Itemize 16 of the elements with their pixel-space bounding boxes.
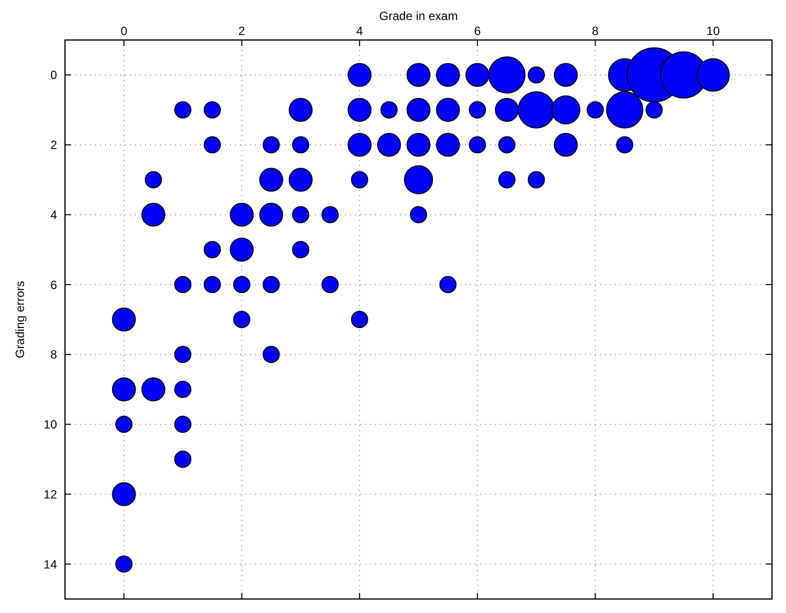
y-tick-label: 14 [44, 557, 58, 572]
y-tick-label: 8 [50, 348, 58, 362]
x-tick-label: 2 [238, 24, 246, 38]
y-tick-label: 12 [44, 487, 58, 502]
x-tick-label: 4 [356, 24, 364, 38]
y-axis-title: Grading errors [13, 280, 27, 358]
y-tick-label: 4 [50, 208, 58, 222]
y-tick-label: 0 [50, 68, 58, 82]
x-tick-label: 6 [474, 24, 482, 38]
x-tick-label: 10 [706, 24, 720, 38]
x-axis-title: Grade in exam [379, 9, 458, 23]
x-tick-label: 8 [592, 24, 599, 38]
x-tick-label: 0 [120, 24, 128, 38]
y-tick-label: 2 [50, 138, 58, 152]
y-tick-label: 6 [50, 278, 58, 292]
y-tick-label: 10 [44, 418, 58, 432]
